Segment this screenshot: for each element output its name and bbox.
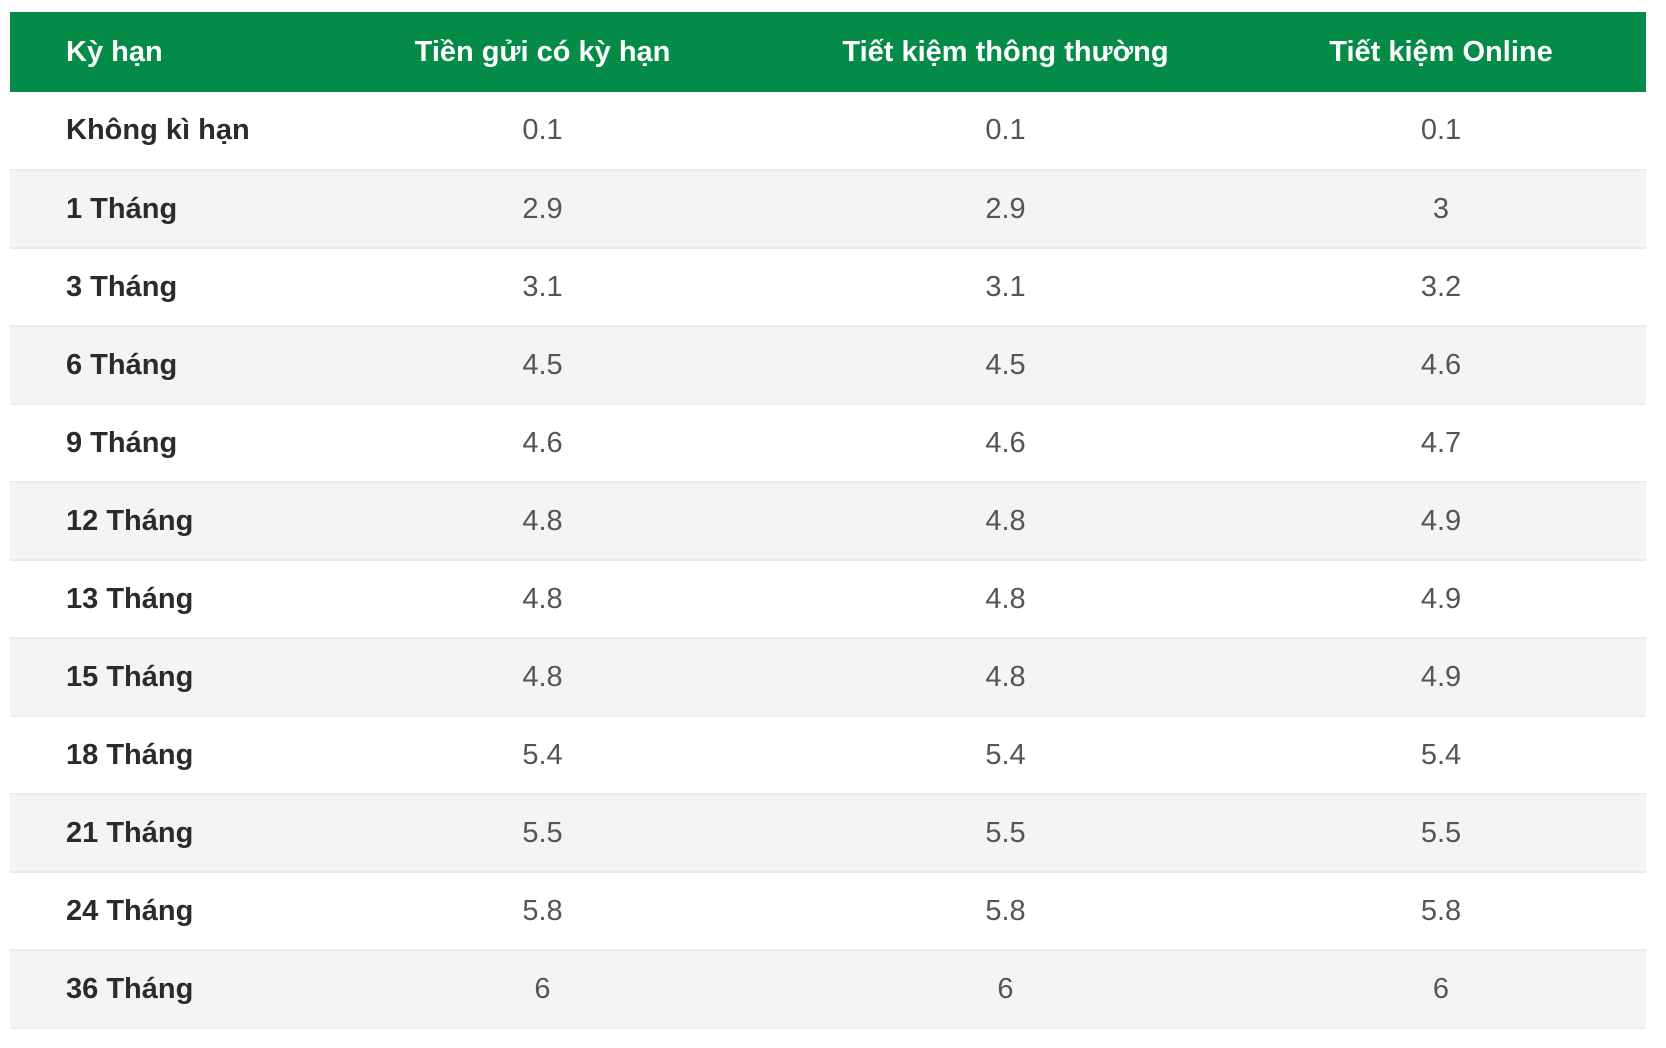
table-row: 21 Tháng 5.5 5.5 5.5 — [10, 794, 1646, 872]
table-body: Không kì hạn 0.1 0.1 0.1 1 Tháng 2.9 2.9 3 3 Thá… — [10, 92, 1646, 1028]
online-savings-rate-cell: 4.9 — [1420, 582, 1462, 615]
term-deposit-rate-cell: 0.1 — [522, 114, 563, 146]
term-deposit-rate-cell: 4.8 — [522, 582, 563, 615]
table-row: 9 Tháng 4.6 4.6 4.7 — [10, 404, 1646, 482]
online-savings-rate-cell: 5.4 — [1420, 738, 1462, 771]
term-deposit-rate-cell: 5.8 — [522, 894, 563, 927]
term-cell: Không kì hạn — [66, 114, 250, 146]
online-savings-rate-cell: 6 — [1432, 972, 1450, 1005]
table-row: 13 Tháng 4.8 4.8 4.9 — [10, 560, 1646, 638]
term-deposit-rate-cell: 2.9 — [522, 192, 563, 225]
interest-rate-table: Kỳ hạn Tiền gửi có kỳ hạn Tiết kiệm thôn… — [10, 12, 1646, 1029]
table-row: 1 Tháng 2.9 2.9 3 — [10, 170, 1646, 248]
interest-rate-table-container: Kỳ hạn Tiền gửi có kỳ hạn Tiết kiệm thôn… — [10, 12, 1646, 1029]
term-cell: 3 Tháng — [66, 270, 178, 303]
table-row: 12 Tháng 4.8 4.8 4.9 — [10, 482, 1646, 560]
term-deposit-rate-cell: 4.8 — [522, 504, 563, 537]
online-savings-rate-cell: 5.8 — [1420, 894, 1462, 927]
online-savings-rate-cell: 3 — [1432, 192, 1450, 225]
regular-savings-rate-cell: 5.8 — [985, 894, 1026, 927]
term-cell: 15 Tháng — [66, 660, 194, 693]
term-cell: 18 Tháng — [66, 738, 194, 771]
regular-savings-rate-cell: 4.6 — [985, 426, 1026, 459]
online-savings-rate-cell: 4.9 — [1420, 660, 1462, 693]
term-cell: 6 Tháng — [66, 348, 178, 381]
regular-savings-rate-cell: 6 — [997, 972, 1014, 1005]
term-deposit-rate-cell: 5.4 — [522, 738, 563, 771]
table-row: 18 Tháng 5.4 5.4 5.4 — [10, 716, 1646, 794]
online-savings-rate-cell: 0.1 — [1420, 114, 1462, 146]
header-regular-savings: Tiết kiệm thông thường — [842, 35, 1169, 68]
regular-savings-rate-cell: 5.4 — [985, 738, 1026, 771]
term-cell: 24 Tháng — [66, 894, 194, 927]
online-savings-rate-cell: 4.9 — [1420, 504, 1462, 537]
header-online-savings: Tiết kiệm Online — [1329, 35, 1553, 68]
term-cell: 36 Tháng — [66, 972, 194, 1005]
table-header: Kỳ hạn Tiền gửi có kỳ hạn Tiết kiệm thôn… — [10, 12, 1646, 92]
term-deposit-rate-cell: 4.8 — [522, 660, 563, 693]
regular-savings-rate-cell: 2.9 — [985, 192, 1026, 225]
regular-savings-rate-cell: 0.1 — [985, 114, 1026, 146]
term-deposit-rate-cell: 4.6 — [522, 426, 563, 459]
table-row: 36 Tháng 6 6 6 — [10, 950, 1646, 1028]
regular-savings-rate-cell: 5.5 — [985, 816, 1026, 849]
term-deposit-rate-cell: 6 — [534, 972, 551, 1005]
term-cell: 21 Tháng — [66, 816, 194, 849]
online-savings-rate-cell: 5.5 — [1420, 816, 1462, 849]
term-deposit-rate-cell: 4.5 — [522, 348, 563, 381]
table-row: 6 Tháng 4.5 4.5 4.6 — [10, 326, 1646, 404]
regular-savings-rate-cell: 4.8 — [985, 582, 1026, 615]
term-cell: 1 Tháng — [66, 192, 178, 225]
online-savings-rate-cell: 4.6 — [1420, 348, 1462, 381]
term-cell: 12 Tháng — [66, 504, 194, 537]
table-row: 24 Tháng 5.8 5.8 5.8 — [10, 872, 1646, 950]
term-cell: 9 Tháng — [66, 426, 178, 459]
table-row: Không kì hạn 0.1 0.1 0.1 — [10, 92, 1646, 170]
header-term: Kỳ hạn — [66, 35, 163, 68]
header-term-deposit: Tiền gửi có kỳ hạn — [414, 35, 671, 68]
online-savings-rate-cell: 4.7 — [1420, 426, 1462, 459]
regular-savings-rate-cell: 4.5 — [985, 348, 1026, 381]
term-deposit-rate-cell: 5.5 — [522, 816, 563, 849]
term-deposit-rate-cell: 3.1 — [522, 270, 563, 303]
table-row: 15 Tháng 4.8 4.8 4.9 — [10, 638, 1646, 716]
regular-savings-rate-cell: 4.8 — [985, 660, 1026, 693]
regular-savings-rate-cell: 4.8 — [985, 504, 1026, 537]
table-row: 3 Tháng 3.1 3.1 3.2 — [10, 248, 1646, 326]
regular-savings-rate-cell: 3.1 — [985, 270, 1026, 303]
online-savings-rate-cell: 3.2 — [1420, 270, 1462, 303]
term-cell: 13 Tháng — [66, 582, 194, 615]
header-row: Kỳ hạn Tiền gửi có kỳ hạn Tiết kiệm thôn… — [10, 12, 1646, 92]
